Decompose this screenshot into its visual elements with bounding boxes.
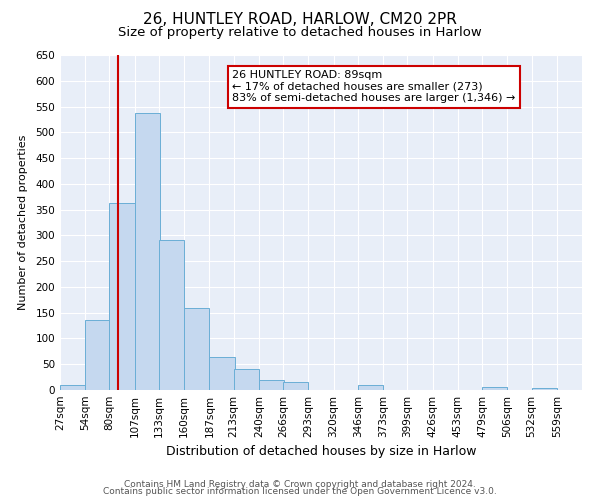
X-axis label: Distribution of detached houses by size in Harlow: Distribution of detached houses by size …	[166, 446, 476, 458]
Bar	[184, 308, 209, 390]
Y-axis label: Number of detached properties: Number of detached properties	[19, 135, 28, 310]
Bar	[109, 204, 135, 390]
Bar	[233, 370, 259, 390]
Text: 26, HUNTLEY ROAD, HARLOW, CM20 2PR: 26, HUNTLEY ROAD, HARLOW, CM20 2PR	[143, 12, 457, 28]
Bar	[532, 388, 557, 390]
Bar	[159, 240, 184, 390]
Text: Contains public sector information licensed under the Open Government Licence v3: Contains public sector information licen…	[103, 487, 497, 496]
Bar	[358, 385, 383, 390]
Text: Size of property relative to detached houses in Harlow: Size of property relative to detached ho…	[118, 26, 482, 39]
Bar	[85, 320, 110, 390]
Bar	[209, 356, 235, 390]
Bar	[259, 380, 284, 390]
Bar	[482, 388, 507, 390]
Bar	[135, 113, 160, 390]
Text: Contains HM Land Registry data © Crown copyright and database right 2024.: Contains HM Land Registry data © Crown c…	[124, 480, 476, 489]
Bar	[60, 385, 85, 390]
Bar	[283, 382, 308, 390]
Text: 26 HUNTLEY ROAD: 89sqm
← 17% of detached houses are smaller (273)
83% of semi-de: 26 HUNTLEY ROAD: 89sqm ← 17% of detached…	[232, 70, 515, 103]
